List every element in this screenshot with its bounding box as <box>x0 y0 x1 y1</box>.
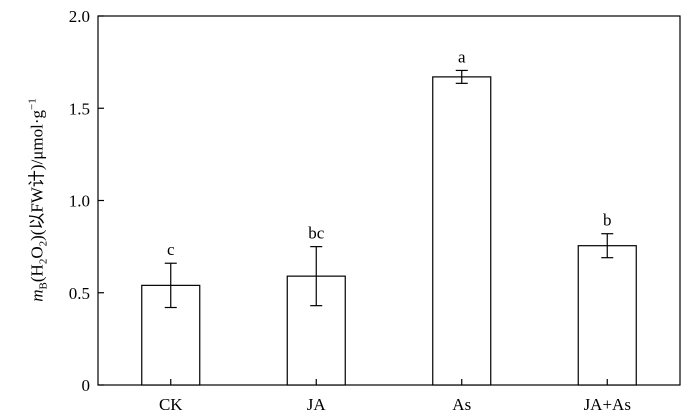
bar-as <box>432 76 492 386</box>
plot-area: 0 0.5 1.0 1.5 2.0 c CK bc JA a As b JA+As <box>69 7 681 414</box>
significance-label: c <box>167 240 175 259</box>
significance-label: a <box>458 47 466 66</box>
x-tick-label: As <box>452 395 471 414</box>
y-tick-label: 2.0 <box>69 7 90 26</box>
y-tick-label: 0 <box>82 376 91 395</box>
significance-label: b <box>603 211 612 230</box>
x-tick-label: JA+As <box>584 395 631 414</box>
y-axis-label: mB(H2O2)(以FW计)/μmol·g−1 <box>26 98 50 302</box>
y-tick-label: 1.5 <box>69 99 90 118</box>
x-tick-label: CK <box>159 395 183 414</box>
y-tick-label: 1.0 <box>69 192 90 211</box>
significance-label: bc <box>308 224 325 243</box>
y-tick-label: 0.5 <box>69 284 90 303</box>
x-tick-label: JA <box>307 395 327 414</box>
bar-ja-as <box>577 245 637 386</box>
